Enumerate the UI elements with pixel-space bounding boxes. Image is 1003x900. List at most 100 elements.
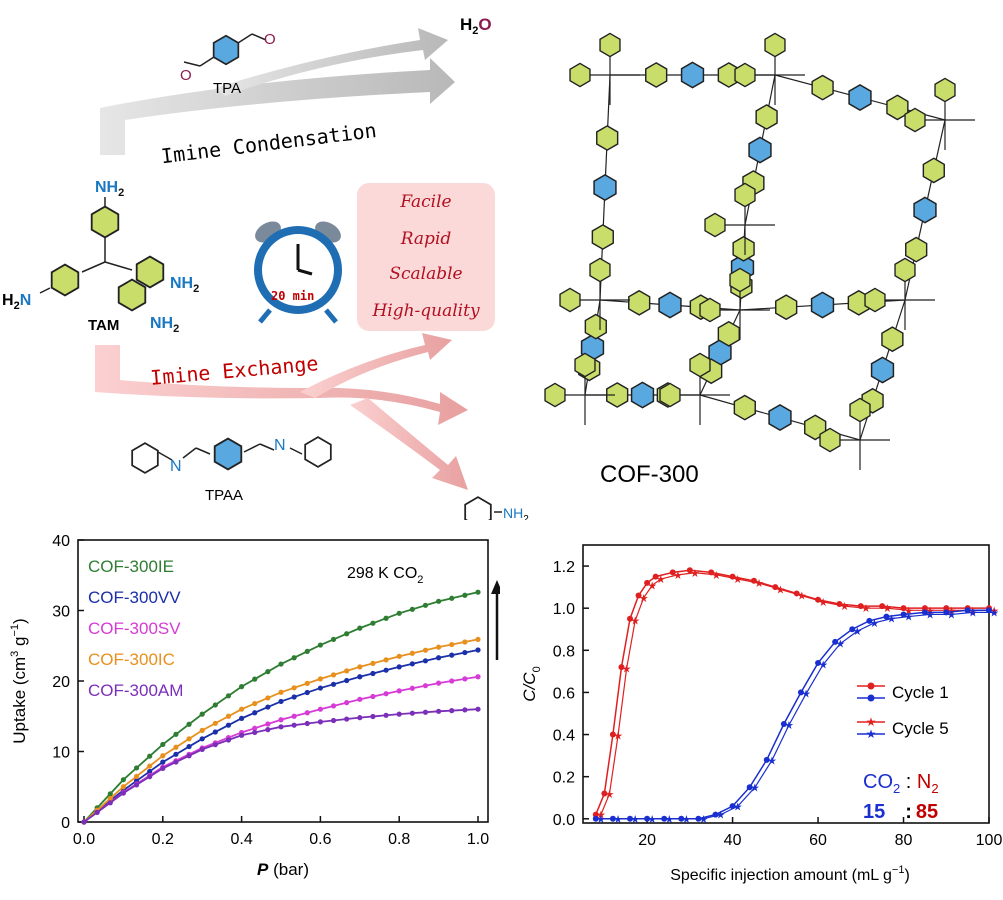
data-point xyxy=(357,664,363,670)
data-point xyxy=(107,795,113,802)
cof-phenyl-ring xyxy=(881,326,904,353)
data-point xyxy=(199,746,205,752)
data-point xyxy=(199,711,205,717)
data-point-star: ★ xyxy=(784,720,794,732)
data-point xyxy=(173,744,179,750)
x-axis-label: P (bar) xyxy=(257,860,309,879)
data-point xyxy=(396,664,402,670)
imine-exchange-label: Imine Exchange xyxy=(149,351,319,390)
gas-ratio-names: CO2 : N2 xyxy=(863,771,939,796)
cof-phenyl-ring xyxy=(584,313,607,340)
data-point xyxy=(330,703,337,709)
x-tick-label: 20 xyxy=(638,832,656,849)
data-point-star: ★ xyxy=(797,591,807,603)
data-point xyxy=(921,609,928,616)
data-point xyxy=(409,685,415,691)
data-point xyxy=(900,611,907,618)
data-point xyxy=(383,615,389,621)
data-point xyxy=(291,713,297,719)
data-point xyxy=(883,613,890,620)
data-point xyxy=(609,731,616,738)
data-point xyxy=(592,811,599,818)
cof-node-ring xyxy=(864,287,886,313)
data-point xyxy=(793,590,800,597)
cof-node-ring xyxy=(904,107,926,133)
svg-text:Scalable: Scalable xyxy=(389,264,462,284)
data-point-star: ★ xyxy=(605,789,615,801)
y-tick-label: 40 xyxy=(52,533,70,550)
cof-node-ring xyxy=(659,382,681,408)
data-point xyxy=(330,681,337,687)
condensation-arrow xyxy=(100,28,455,155)
data-point-star: ★ xyxy=(818,659,828,671)
clock-icon: 20 min xyxy=(254,221,342,324)
data-point xyxy=(173,759,179,765)
cof-node-ring xyxy=(699,297,721,323)
data-point-star: ★ xyxy=(647,814,657,826)
data-point xyxy=(836,600,843,607)
data-point-star: ★ xyxy=(968,605,978,617)
data-point xyxy=(225,737,232,743)
data-point xyxy=(943,605,950,612)
synthesis-scheme: H2O O O TPA Imine Condensation NH2 H2N N… xyxy=(2,15,975,520)
data-point xyxy=(344,700,350,706)
data-point xyxy=(383,667,389,673)
data-point-star: ★ xyxy=(904,605,914,617)
cof-linker-ring xyxy=(593,174,617,201)
data-point xyxy=(849,626,856,633)
data-point xyxy=(291,655,297,661)
data-point-star: ★ xyxy=(656,574,666,586)
data-point xyxy=(186,743,192,750)
data-point xyxy=(396,688,402,694)
cof-linker-ring xyxy=(810,291,835,319)
data-point-star: ★ xyxy=(664,814,674,826)
data-point xyxy=(239,684,245,690)
data-point xyxy=(436,708,442,714)
data-point xyxy=(449,641,455,648)
data-point xyxy=(147,774,153,780)
data-point-star: ★ xyxy=(622,664,632,676)
data-point xyxy=(879,603,886,610)
data-point xyxy=(652,573,659,580)
svg-text:TAM: TAM xyxy=(88,317,119,334)
data-point xyxy=(186,753,192,759)
cof-phenyl-ring xyxy=(733,394,756,421)
data-point-star: ★ xyxy=(776,584,786,596)
data-point xyxy=(900,605,907,612)
cof-linker-ring xyxy=(848,84,872,111)
data-point xyxy=(278,698,284,705)
data-point xyxy=(160,753,166,759)
x-tick-label: 0.8 xyxy=(388,831,410,848)
data-point xyxy=(225,693,232,699)
data-point xyxy=(396,711,402,717)
data-point xyxy=(475,647,481,653)
data-point xyxy=(695,815,702,822)
data-point xyxy=(317,706,323,712)
data-point-star: ★ xyxy=(852,626,862,638)
data-point xyxy=(357,696,363,702)
x-tick-label: 60 xyxy=(809,832,827,849)
cof-phenyl-ring xyxy=(905,236,928,263)
y-tick-label: 0.2 xyxy=(553,770,575,787)
data-point xyxy=(815,596,822,603)
data-point xyxy=(449,678,455,684)
cof-node-ring xyxy=(729,267,751,293)
data-point xyxy=(627,815,634,822)
data-point-star: ★ xyxy=(711,570,721,582)
cof-phenyl-ring xyxy=(628,289,651,316)
data-point xyxy=(409,650,415,656)
data-point xyxy=(772,584,779,591)
data-point xyxy=(291,722,297,728)
data-point xyxy=(729,573,736,580)
data-point-star: ★ xyxy=(754,578,764,590)
data-point-star: ★ xyxy=(733,574,743,586)
data-point xyxy=(304,710,310,716)
legend: COF-300IE COF-300VV COF-300SV COF-300IC COF-… xyxy=(88,557,183,700)
y-tick-label: 30 xyxy=(52,604,70,621)
svg-text:O: O xyxy=(180,67,192,84)
cof-node-ring xyxy=(819,427,841,453)
data-point xyxy=(635,592,642,599)
legend-marker: ★ xyxy=(866,715,877,729)
data-point xyxy=(436,598,442,604)
data-point-star: ★ xyxy=(946,609,956,621)
